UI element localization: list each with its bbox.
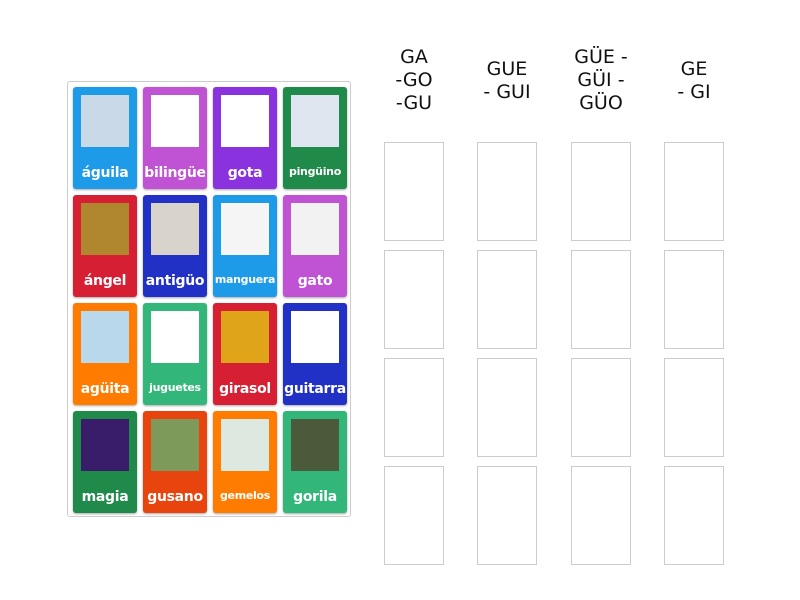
card-label: gusano [147,489,203,505]
drop-slot[interactable] [571,358,631,457]
sunflower-image [221,311,269,363]
caterpillar-image [151,419,199,471]
drop-slot[interactable] [664,466,724,565]
angel-image [81,203,129,255]
card-label: águila [81,165,129,181]
water-drop-image [221,95,269,147]
hose-image [221,203,269,255]
column-header: GÜE - GÜI - GÜO [556,46,646,115]
card-label: bilingüe [144,165,206,181]
card-gorilla[interactable]: gorila [283,411,347,513]
drop-slot[interactable] [571,250,631,349]
drop-slot[interactable] [477,466,537,565]
column-header-line: GÜI - [577,69,625,91]
eagle-image [81,95,129,147]
card-caterpillar[interactable]: gusano [143,411,207,513]
column-header: GE - GI [649,58,739,104]
card-label: juguetes [149,381,201,394]
card-guitar[interactable]: guitarra [283,303,347,405]
card-label: manguera [214,273,276,286]
card-penguin[interactable]: pingüino [283,87,347,189]
toy-train-image [151,311,199,363]
card-old-car[interactable]: antigüo [143,195,207,297]
drop-slot[interactable] [384,466,444,565]
card-label: agüita [80,381,130,397]
kitten-image [291,203,339,255]
card-label: ángel [83,273,127,289]
card-label: gemelos [219,489,271,502]
card-eagle[interactable]: águila [73,87,137,189]
drop-slot[interactable] [384,358,444,457]
column-header-line: - GUI [483,81,531,103]
card-water-glass[interactable]: agüita [73,303,137,405]
penguin-image [291,95,339,147]
card-toy-train[interactable]: juguetes [143,303,207,405]
drop-slot[interactable] [571,466,631,565]
card-twins[interactable]: gemelos [213,411,277,513]
column-header-line: -GO [395,69,433,91]
column-header: GA -GO -GU [369,46,459,115]
column-header: GUE - GUI [462,58,552,104]
card-label: gota [227,165,263,181]
magic-hat-image [81,419,129,471]
drop-slot[interactable] [477,250,537,349]
twins-image [221,419,269,471]
card-magic-hat[interactable]: magia [73,411,137,513]
column-header-line: GÜE - [574,46,628,68]
drop-slot[interactable] [384,250,444,349]
drop-slot[interactable] [664,142,724,241]
card-hose[interactable]: manguera [213,195,277,297]
card-label: antigüo [145,273,205,289]
card-label: magia [81,489,129,505]
card-label: gorila [293,489,337,505]
card-kitten[interactable]: gato [283,195,347,297]
card-label: girasol [219,381,271,397]
column-header-line: - GI [677,81,711,103]
drop-slot[interactable] [477,358,537,457]
speech-bubbles-image [151,95,199,147]
drop-slot[interactable] [664,358,724,457]
guitar-image [291,311,339,363]
card-speech-bubbles[interactable]: bilingüe [143,87,207,189]
card-water-drop[interactable]: gota [213,87,277,189]
card-bank [67,81,351,517]
drop-slot[interactable] [664,250,724,349]
drop-slot[interactable] [571,142,631,241]
drop-slot[interactable] [477,142,537,241]
column-header-line: -GU [395,92,433,114]
card-angel[interactable]: ángel [73,195,137,297]
column-header-line: GÜO [579,92,623,114]
water-glass-image [81,311,129,363]
gorilla-image [291,419,339,471]
card-label: guitarra [284,381,346,397]
card-sunflower[interactable]: girasol [213,303,277,405]
column-header-line: GE [680,58,708,80]
column-header-line: GA [400,46,428,68]
drop-slot[interactable] [384,142,444,241]
old-car-image [151,203,199,255]
column-header-line: GUE [486,58,528,80]
card-label: gato [297,273,333,289]
card-label: pingüino [289,165,341,178]
